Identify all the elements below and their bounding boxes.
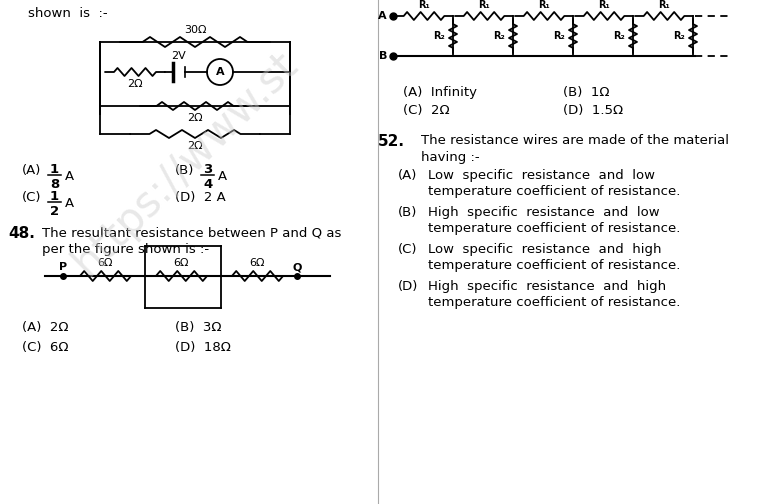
Text: (C): (C) [398,243,418,256]
Text: Low  specific  resistance  and  high: Low specific resistance and high [428,243,661,256]
Text: per the figure shown is :-: per the figure shown is :- [42,243,209,256]
Text: temperature coefficient of resistance.: temperature coefficient of resistance. [428,259,681,272]
Text: Q: Q [292,262,301,272]
Text: shown  is  :-: shown is :- [28,7,108,20]
Text: having :-: having :- [421,151,480,164]
Text: R₁: R₁ [658,0,670,10]
Text: R₂: R₂ [553,31,565,41]
Text: 8: 8 [50,178,59,191]
Text: 2: 2 [50,205,59,218]
Text: 1: 1 [50,163,59,176]
Text: (A): (A) [398,169,418,182]
Text: 2Ω: 2Ω [187,141,203,151]
Text: 4: 4 [203,178,212,191]
Text: The resistance wires are made of the material: The resistance wires are made of the mat… [421,134,729,147]
Text: A: A [378,11,387,21]
Text: (A)  2Ω: (A) 2Ω [22,321,68,334]
Text: A: A [65,197,74,210]
Text: (B)  1Ω: (B) 1Ω [563,86,610,99]
Text: (D): (D) [398,280,418,293]
Text: R₁: R₁ [538,0,550,10]
Text: (B): (B) [175,164,195,177]
Text: B: B [378,51,387,61]
Text: R₁: R₁ [478,0,490,10]
Text: (C): (C) [22,191,42,204]
Text: (D)  18Ω: (D) 18Ω [175,341,231,354]
Text: (B)  3Ω: (B) 3Ω [175,321,221,334]
Text: 2V: 2V [171,51,186,61]
Text: 48.: 48. [8,226,35,241]
Text: P: P [59,262,67,272]
Text: (D)  2 A: (D) 2 A [175,191,226,204]
Text: High  specific  resistance  and  high: High specific resistance and high [428,280,666,293]
Text: 30Ω: 30Ω [184,25,206,35]
Text: R₁: R₁ [418,0,430,10]
Text: R₂: R₂ [673,31,685,41]
Text: R₂: R₂ [493,31,505,41]
Text: Low  specific  resistance  and  low: Low specific resistance and low [428,169,655,182]
Text: R₂: R₂ [613,31,625,41]
Text: (D)  1.5Ω: (D) 1.5Ω [563,104,623,117]
Text: High  specific  resistance  and  low: High specific resistance and low [428,206,660,219]
Text: R₁: R₁ [598,0,610,10]
Text: (C)  2Ω: (C) 2Ω [403,104,450,117]
Text: 1: 1 [50,190,59,203]
Text: 52.: 52. [378,134,405,149]
Text: temperature coefficient of resistance.: temperature coefficient of resistance. [428,185,681,198]
Text: temperature coefficient of resistance.: temperature coefficient of resistance. [428,222,681,235]
Text: 3: 3 [203,163,212,176]
Text: (A)  Infinity: (A) Infinity [403,86,477,99]
Text: (B): (B) [398,206,418,219]
Text: 2Ω: 2Ω [127,79,143,89]
Text: The resultant resistance between P and Q as: The resultant resistance between P and Q… [42,226,341,239]
Text: R₂: R₂ [433,31,445,41]
Text: A: A [65,170,74,183]
Text: https://www.st: https://www.st [65,43,305,284]
Text: 6Ω: 6Ω [98,258,113,268]
Text: A: A [218,170,227,183]
Text: 6Ω: 6Ω [174,258,189,268]
Text: 6Ω: 6Ω [250,258,265,268]
Text: A: A [215,67,225,77]
Text: (C)  6Ω: (C) 6Ω [22,341,68,354]
Text: (A): (A) [22,164,42,177]
Text: temperature coefficient of resistance.: temperature coefficient of resistance. [428,296,681,309]
Text: 2Ω: 2Ω [187,113,203,123]
